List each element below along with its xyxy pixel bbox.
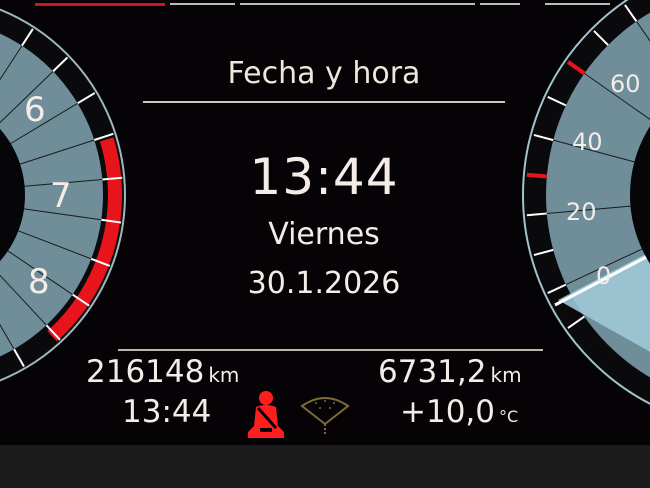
weekday: Viernes bbox=[268, 217, 380, 252]
speed-tick bbox=[526, 172, 547, 179]
clock-time: 13:44 bbox=[249, 148, 399, 206]
tach-tick bbox=[77, 92, 96, 105]
tach-gridline bbox=[10, 102, 78, 144]
tach-tick bbox=[13, 348, 25, 367]
speed-needle bbox=[554, 253, 650, 307]
tach-tick bbox=[21, 28, 34, 47]
speed-label-20: 20 bbox=[566, 198, 597, 226]
trip-value: 6731,2 bbox=[378, 354, 487, 390]
tach-tick bbox=[101, 218, 122, 224]
tachometer bbox=[0, 8, 126, 382]
top-bar-segment bbox=[545, 3, 610, 5]
speed-tick bbox=[533, 248, 554, 257]
tach-gridline bbox=[24, 178, 103, 187]
tach-redline-arc bbox=[47, 137, 122, 342]
page-title: Fecha y hora bbox=[227, 56, 421, 91]
tach-gridline bbox=[7, 250, 73, 295]
speed-needle-area bbox=[558, 251, 650, 352]
speed-label-0: 0 bbox=[596, 262, 612, 290]
top-bar-segment bbox=[240, 3, 475, 5]
tach-tick bbox=[52, 56, 69, 73]
tach-label-8: 8 bbox=[28, 262, 50, 302]
status-clock: 13:44 bbox=[122, 394, 212, 430]
speed-gridline bbox=[565, 248, 643, 286]
tach-gridline bbox=[0, 274, 47, 326]
tach-tick bbox=[102, 176, 123, 181]
tach-label-6: 6 bbox=[24, 90, 46, 130]
speed-tick bbox=[567, 315, 585, 329]
speed-tick bbox=[566, 60, 586, 76]
speed-label-60: 60 bbox=[610, 70, 641, 98]
top-bar-red bbox=[35, 3, 165, 6]
tach-gridline bbox=[23, 208, 102, 221]
top-bar-segment bbox=[480, 3, 520, 5]
speed-tick bbox=[533, 133, 554, 142]
speed-tick bbox=[624, 4, 638, 22]
date: 30.1.2026 bbox=[247, 266, 401, 301]
speed-tick bbox=[547, 96, 567, 107]
tach-label-7: 7 bbox=[50, 176, 72, 216]
wiper-fluid-icon bbox=[300, 397, 350, 434]
speed-label-40: 40 bbox=[572, 128, 603, 156]
trip-distance: 6731,2 km bbox=[378, 354, 522, 390]
speed-tick bbox=[547, 283, 567, 294]
seatbelt-warning-icon bbox=[248, 391, 284, 438]
speed-tick bbox=[526, 212, 547, 217]
title-divider bbox=[143, 101, 505, 103]
tach-tick bbox=[72, 293, 90, 307]
top-bar-segment bbox=[170, 3, 235, 5]
odometer-value: 216148 bbox=[86, 354, 205, 390]
tach-tick bbox=[45, 324, 61, 341]
temperature-value: +10,0 bbox=[400, 394, 495, 430]
speed-gridline bbox=[584, 72, 650, 120]
temperature-unit: °C bbox=[499, 407, 519, 426]
tach-gridline bbox=[18, 230, 92, 260]
tach-gridline bbox=[0, 323, 15, 350]
tach-gridline bbox=[19, 139, 95, 165]
trip-unit: km bbox=[490, 363, 522, 387]
speed-gridline bbox=[635, 21, 650, 42]
speed-tick bbox=[593, 30, 609, 46]
bezel-bottom bbox=[0, 445, 650, 488]
tach-tick bbox=[90, 257, 111, 267]
tach-gridline bbox=[0, 70, 54, 124]
speed-gridline bbox=[546, 205, 631, 214]
odometer: 216148 km bbox=[86, 354, 239, 390]
odometer-unit: km bbox=[208, 363, 240, 387]
tach-gridline bbox=[0, 45, 23, 81]
outside-temperature: +10,0 °C bbox=[400, 394, 518, 430]
status-divider bbox=[118, 349, 543, 351]
speedometer bbox=[522, 0, 650, 405]
tach-tick bbox=[93, 132, 114, 141]
speed-gridline bbox=[553, 139, 635, 163]
